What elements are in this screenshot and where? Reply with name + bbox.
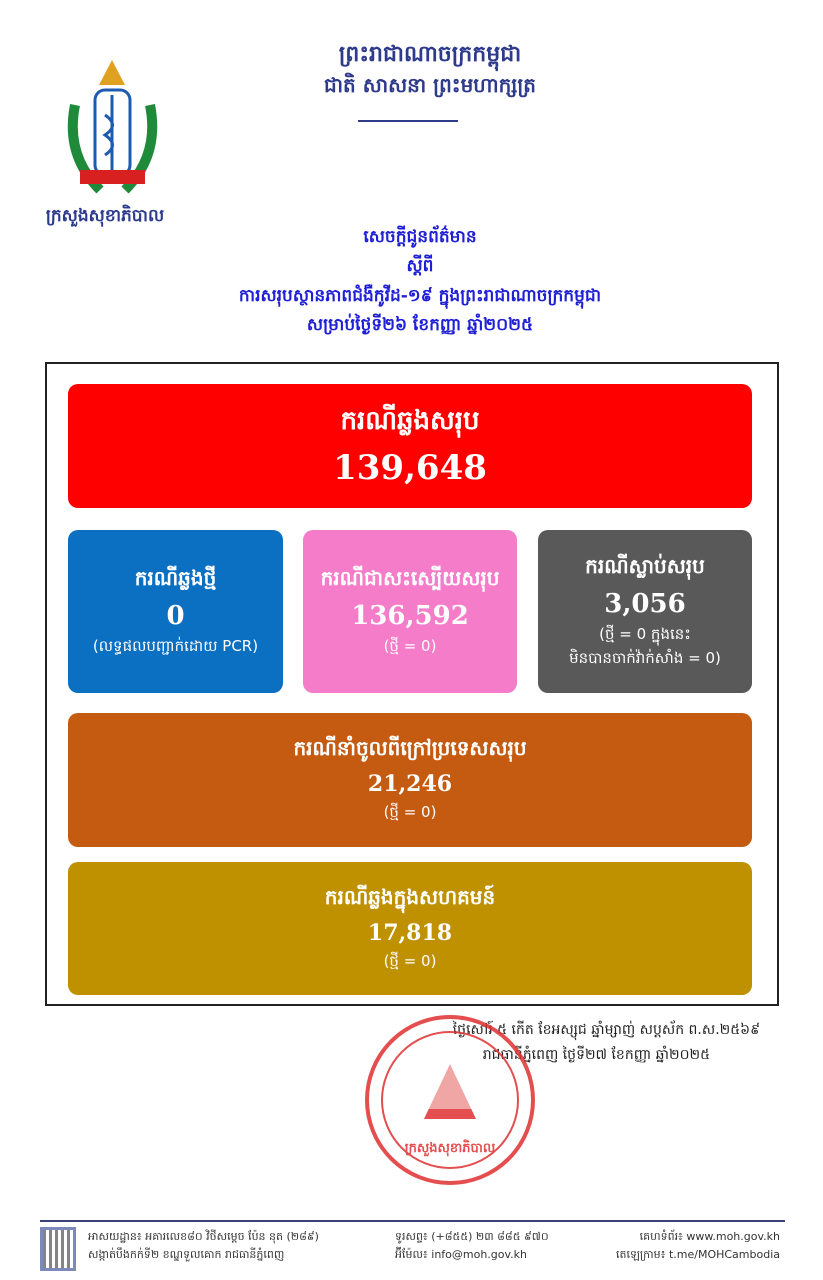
- total-cases-value: 139,648: [333, 448, 487, 488]
- recovered-value: 136,592: [351, 600, 469, 631]
- statistics-frame: [45, 362, 779, 1006]
- deaths-card: ករណីស្លាប់សរុប 3,056 (ថ្មី = 0 ក្នុងនេះ …: [538, 530, 752, 693]
- deaths-label: ករណីស្លាប់សរុប: [585, 553, 705, 578]
- community-value: 17,818: [367, 919, 453, 946]
- new-cases-value: 0: [166, 600, 185, 631]
- kingdom-heading: ព្រះរាជាណាចក្រកម្ពុជា: [338, 42, 522, 67]
- deaths-value: 3,056: [604, 588, 686, 619]
- title-line-2: ស្តីពី: [406, 256, 434, 276]
- new-cases-card: ករណីឆ្លងថ្មី 0 (លទ្ធផលបញ្ជាក់ដោយ PCR): [68, 530, 283, 693]
- ministry-logo: [55, 55, 170, 200]
- qr-code: [40, 1227, 76, 1271]
- new-cases-label: ករណីឆ្លងថ្មី: [134, 565, 217, 590]
- lunar-date: ថ្ងៃសៅរ៍ ៥ កើត ខែអស្សុជ ឆ្នាំម្សាញ់ សប្ត…: [452, 1022, 760, 1038]
- footer-divider: [40, 1220, 785, 1222]
- solar-date: រាជធានីភ្នំពេញ ថ្ងៃទី២៧ ខែកញ្ញា ឆ្នាំ២០២…: [482, 1047, 710, 1063]
- title-line-1: សេចក្តីជូនព័ត៌មាន: [363, 227, 477, 247]
- imported-value: 21,246: [367, 771, 453, 797]
- official-seal: ក្រសួងសុខាភិបាល: [365, 1015, 535, 1185]
- footer-website[interactable]: គេហទំព័រ៖ www.moh.gov.kh: [639, 1230, 780, 1243]
- footer-email[interactable]: អ៊ីម៉ែល៖ info@moh.gov.kh: [395, 1248, 528, 1261]
- community-label: ករណីឆ្លងក្នុងសហគមន៍: [324, 884, 496, 909]
- footer-telegram[interactable]: តេឡេក្រាម៖ t.me/MOHCambodia: [615, 1248, 780, 1261]
- imported-cases-card: ករណីនាំចូលពីក្រៅប្រទេសសរុប 21,246 (ថ្មី …: [68, 713, 752, 847]
- ornament-divider: [358, 120, 458, 122]
- title-line-4: សម្រាប់ថ្ងៃទី២៦ ខែកញ្ញា ឆ្នាំ២០២៥: [306, 315, 534, 335]
- new-cases-note: (លទ្ធផលបញ្ជាក់ដោយ PCR): [92, 636, 259, 655]
- national-motto: ជាតិ សាសនា ព្រះមហាក្សត្រ: [324, 73, 536, 97]
- community-cases-card: ករណីឆ្លងក្នុងសហគមន៍ 17,818 (ថ្មី = 0): [68, 862, 752, 995]
- ministry-name: ក្រសួងសុខាភិបាល: [45, 206, 165, 226]
- community-note: (ថ្មី = 0): [383, 951, 437, 970]
- deaths-note-1: (ថ្មី = 0 ក្នុងនេះ: [599, 624, 691, 643]
- deaths-note-2: មិនបានចាក់វ៉ាក់សាំង = 0): [569, 648, 721, 667]
- title-line-3: ការសរុបស្ថានភាពជំងឺកូវីដ-១៩ ក្នុងព្រះរាជ…: [238, 286, 602, 306]
- recovered-card: ករណីជាសះស្បើយសរុប 136,592 (ថ្មី = 0): [303, 530, 517, 693]
- imported-label: ករណីនាំចូលពីក្រៅប្រទេសសរុប: [293, 736, 527, 760]
- recovered-label: ករណីជាសះស្បើយសរុប: [320, 565, 500, 590]
- total-cases-card: ករណីឆ្លងសរុប 139,648: [68, 384, 752, 508]
- imported-note: (ថ្មី = 0): [383, 803, 437, 821]
- footer-address-1: អាសយដ្ឋាន៖ អគារលេខ៨០ វិថីសម្តេច ប៉ែន នុត…: [88, 1230, 319, 1243]
- recovered-note: (ថ្មី = 0): [383, 636, 437, 655]
- total-cases-label: ករណីឆ្លងសរុប: [340, 406, 480, 436]
- footer-phone: ទូរសព្ទ៖ (+៨៥៥) ២៣ ៨៨៥ ៩៧០: [395, 1230, 549, 1243]
- footer-address-2: សង្កាត់បឹងកក់ទី២ ខណ្ឌទួលគោក រាជធានីភ្នំព…: [88, 1248, 285, 1261]
